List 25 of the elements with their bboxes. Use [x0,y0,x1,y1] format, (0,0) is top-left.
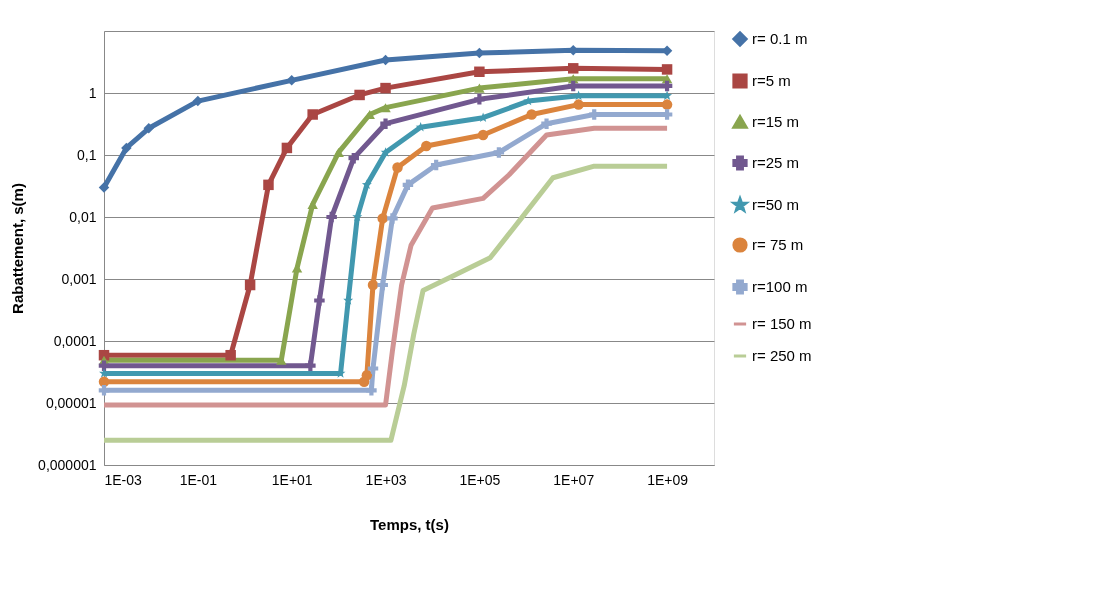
legend-label: r= 250 m [752,347,812,364]
legend-label: r= 75 m [752,236,804,253]
x-tick-label: 1E-01 [179,471,218,488]
y-tick-label: 0,001 [61,270,97,287]
x-axis-title: Temps, t(s) [370,515,449,533]
legend-label: r= 0.1 m [752,30,808,47]
legend-label: r=100 m [752,278,808,295]
x-tick-label: 1E-03 [104,471,143,488]
y-tick-label: 1 [88,84,97,101]
x-tick-label: 1E+03 [365,471,407,488]
y-tick-label: 0,1 [77,146,97,163]
x-tick-label: 1E+01 [271,471,313,488]
y-tick-label: 0,000001 [38,456,97,473]
legend-label: r= 150 m [752,315,812,332]
legend-label: r=15 m [752,113,800,130]
y-tick-label: 0,01 [69,208,97,225]
y-tick-label: 0,0001 [53,332,97,349]
y-axis-title: Rabattement, s(m) [9,183,27,314]
x-tick-label: 1E+05 [459,471,501,488]
y-tick-label: 0,00001 [45,394,97,411]
legend-label: r=5 m [752,72,791,89]
x-tick-label: 1E+09 [647,471,689,488]
legend-label: r=50 m [752,196,800,213]
x-tick-label: 1E+07 [553,471,595,488]
legend-label: r=25 m [752,154,800,171]
